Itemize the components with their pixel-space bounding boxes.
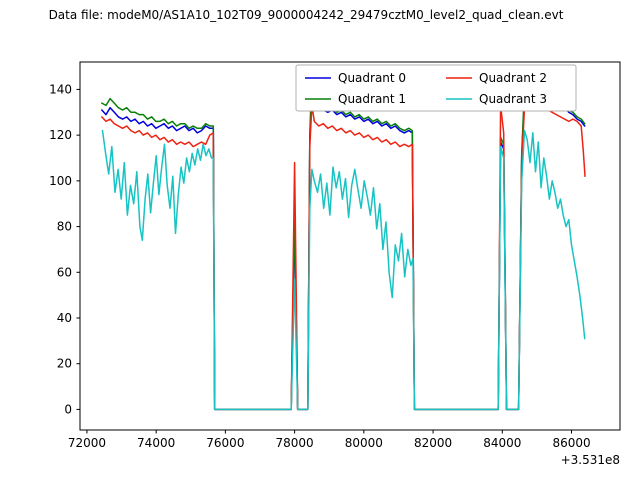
x-tick-label: 76000: [206, 436, 244, 450]
legend-label: Quadrant 2: [479, 71, 547, 85]
y-tick-label: 40: [57, 311, 72, 325]
y-tick-label: 80: [57, 220, 72, 234]
x-tick-label: 74000: [137, 436, 175, 450]
x-tick-label: 84000: [483, 436, 521, 450]
x-axis-offset-label: +3.531e8: [561, 453, 620, 467]
x-tick-label: 80000: [345, 436, 383, 450]
y-tick-label: 120: [49, 128, 72, 142]
legend-label: Quadrant 3: [479, 92, 547, 106]
axis-ticks: 72000 74000 76000 78000 80000 82000 84000 86000…: [49, 82, 591, 450]
plot-area: [79, 61, 621, 431]
y-tick-label: 100: [49, 174, 72, 188]
x-tick-label: 82000: [414, 436, 452, 450]
chart-title: Data file: modeM0/AS1A10_102T09_90000042…: [48, 8, 564, 22]
y-tick-label: 140: [49, 82, 72, 96]
x-tick-label: 72000: [68, 436, 106, 450]
legend: Quadrant 0 Quadrant 1 Quadrant 2 Quadrant 3: [295, 64, 577, 112]
x-tick-label: 78000: [276, 436, 314, 450]
y-tick-label: 20: [57, 357, 72, 371]
series-line-quadrant-3: [101, 129, 586, 411]
x-tick-label: 86000: [552, 436, 590, 450]
y-tick-label: 60: [57, 265, 72, 279]
legend-label: Quadrant 0: [338, 71, 406, 85]
y-tick-label: 0: [64, 402, 72, 416]
legend-box: [295, 64, 577, 112]
legend-label: Quadrant 1: [338, 92, 406, 106]
